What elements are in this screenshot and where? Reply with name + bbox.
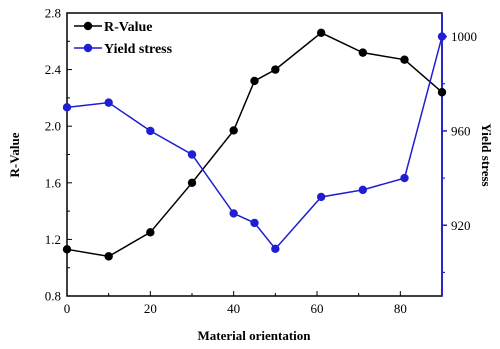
- left-tick-label: 0.8: [45, 289, 61, 304]
- data-point-r-value: [316, 28, 326, 38]
- right-tick-label: 920: [451, 218, 471, 233]
- left-axis-title: R-Value: [7, 132, 22, 177]
- legend-label-yield: Yield stress: [104, 42, 173, 57]
- data-point-r-value: [104, 252, 113, 261]
- data-point-yield-stress: [437, 32, 447, 41]
- x-tick-label: 20: [144, 301, 157, 316]
- data-point-yield-stress: [62, 103, 72, 112]
- data-point-r-value: [400, 55, 409, 64]
- data-point-r-value: [62, 245, 72, 254]
- data-point-yield-stress: [187, 150, 197, 159]
- data-point-yield-stress: [316, 192, 326, 202]
- data-point-r-value: [146, 228, 155, 237]
- legend-label-rvalue: R-Value: [104, 20, 153, 35]
- data-point-yield-stress: [104, 98, 113, 107]
- series-layer: [62, 28, 447, 261]
- legend-marker-rvalue: [83, 21, 93, 31]
- data-point-r-value: [229, 126, 238, 135]
- data-point-r-value: [187, 178, 197, 187]
- x-axis-title: Material orientation: [198, 328, 312, 343]
- data-point-r-value: [358, 48, 368, 57]
- data-point-r-value: [250, 76, 259, 86]
- left-tick-label: 2.8: [45, 6, 61, 21]
- legend-marker-yield: [83, 43, 93, 53]
- data-point-yield-stress: [400, 173, 409, 183]
- left-tick-label: 2.0: [45, 119, 61, 134]
- right-tick-label: 960: [451, 123, 471, 138]
- data-point-yield-stress: [250, 218, 259, 228]
- right-axis-title: Yield stress: [479, 123, 494, 186]
- left-tick-label: 1.2: [45, 232, 61, 247]
- left-tick-label: 1.6: [45, 175, 62, 190]
- x-tick-label: 80: [394, 301, 407, 316]
- data-point-yield-stress: [146, 126, 155, 136]
- series-line-yield-stress: [66, 36, 443, 250]
- data-point-yield-stress: [271, 244, 280, 254]
- right-tick-label: 1000: [451, 29, 477, 44]
- x-tick-label: 60: [311, 301, 324, 316]
- x-tick-label: 40: [227, 301, 240, 316]
- left-tick-label: 2.4: [45, 62, 62, 77]
- legend: R-Value Yield stress: [74, 20, 173, 57]
- data-point-yield-stress: [229, 209, 238, 218]
- data-point-r-value: [271, 65, 280, 74]
- data-point-yield-stress: [358, 185, 368, 195]
- x-tick-label: 0: [64, 301, 71, 316]
- ticks-layer: 0 20 40 60 80 0.8 1.2 1.6 2.0 2.4 2.8 920 960 1000: [45, 6, 477, 317]
- data-point-r-value: [437, 88, 447, 97]
